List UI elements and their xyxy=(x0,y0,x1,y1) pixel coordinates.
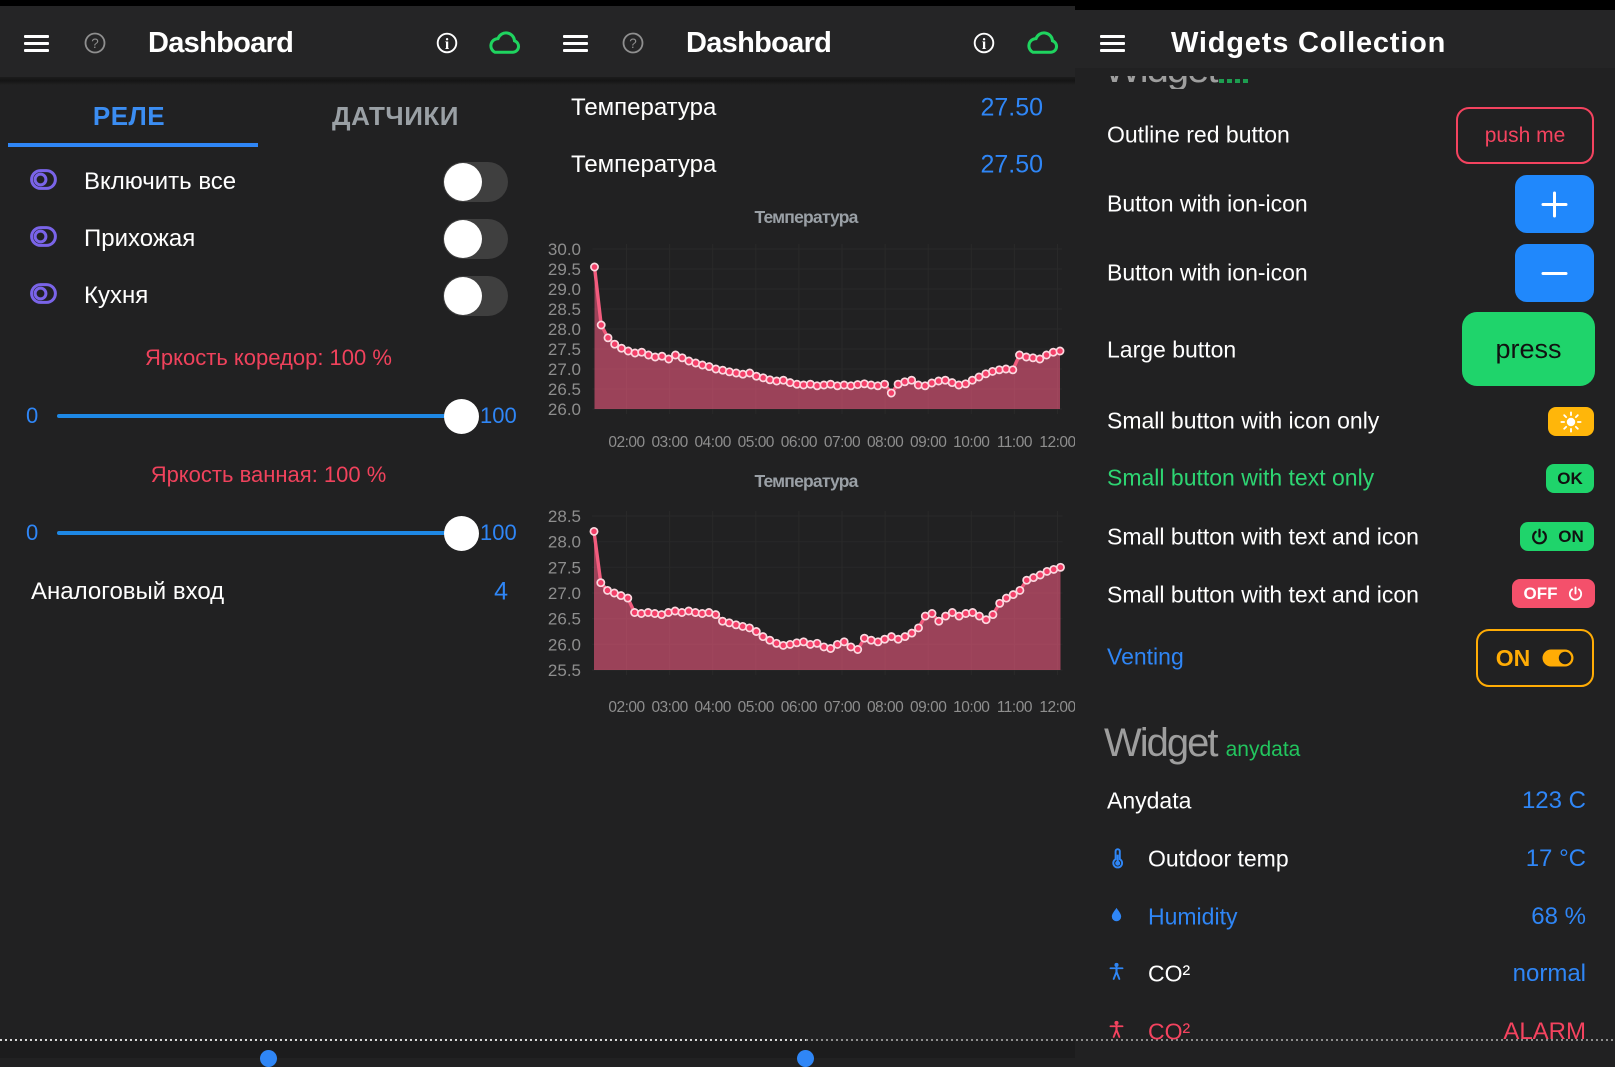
svg-text:26.0: 26.0 xyxy=(548,400,581,419)
svg-text:?: ? xyxy=(629,36,637,51)
svg-text:11:00: 11:00 xyxy=(997,434,1033,451)
svg-text:10:00: 10:00 xyxy=(953,699,990,716)
svg-text:06:00: 06:00 xyxy=(781,434,818,451)
svg-text:i: i xyxy=(445,36,450,53)
svg-text:03:00: 03:00 xyxy=(651,699,688,716)
svg-text:03:00: 03:00 xyxy=(651,434,688,451)
svg-text:02:00: 02:00 xyxy=(608,699,645,716)
svg-text:26.5: 26.5 xyxy=(548,380,581,399)
svg-text:12:00: 12:00 xyxy=(1039,699,1075,716)
svg-text:26.5: 26.5 xyxy=(548,610,581,629)
svg-text:30.0: 30.0 xyxy=(548,240,581,259)
svg-text:25.5: 25.5 xyxy=(548,661,581,680)
svg-text:09:00: 09:00 xyxy=(910,434,947,451)
svg-text:26.0: 26.0 xyxy=(548,635,581,654)
svg-text:29.5: 29.5 xyxy=(548,260,581,279)
svg-text:27.0: 27.0 xyxy=(548,584,581,603)
svg-text:29.0: 29.0 xyxy=(548,280,581,299)
svg-text:07:00: 07:00 xyxy=(824,699,861,716)
svg-text:05:00: 05:00 xyxy=(738,699,775,716)
svg-text:28.0: 28.0 xyxy=(548,320,581,339)
svg-text:10:00: 10:00 xyxy=(953,434,990,451)
svg-text:09:00: 09:00 xyxy=(910,699,947,716)
svg-text:04:00: 04:00 xyxy=(695,699,732,716)
svg-text:27.5: 27.5 xyxy=(548,340,581,359)
svg-text:28.5: 28.5 xyxy=(548,300,581,319)
svg-text:27.0: 27.0 xyxy=(548,360,581,379)
svg-text:02:00: 02:00 xyxy=(608,434,645,451)
svg-text:12:00: 12:00 xyxy=(1039,434,1075,451)
svg-text:28.0: 28.0 xyxy=(548,533,581,552)
svg-text:?: ? xyxy=(91,36,99,51)
svg-text:27.5: 27.5 xyxy=(548,558,581,577)
svg-text:i: i xyxy=(982,36,987,53)
svg-text:08:00: 08:00 xyxy=(867,699,904,716)
svg-text:05:00: 05:00 xyxy=(738,434,775,451)
svg-text:08:00: 08:00 xyxy=(867,434,904,451)
svg-text:04:00: 04:00 xyxy=(695,434,732,451)
svg-text:06:00: 06:00 xyxy=(781,699,818,716)
svg-text:28.5: 28.5 xyxy=(548,507,581,526)
svg-text:07:00: 07:00 xyxy=(824,434,861,451)
svg-text:11:00: 11:00 xyxy=(997,699,1033,716)
